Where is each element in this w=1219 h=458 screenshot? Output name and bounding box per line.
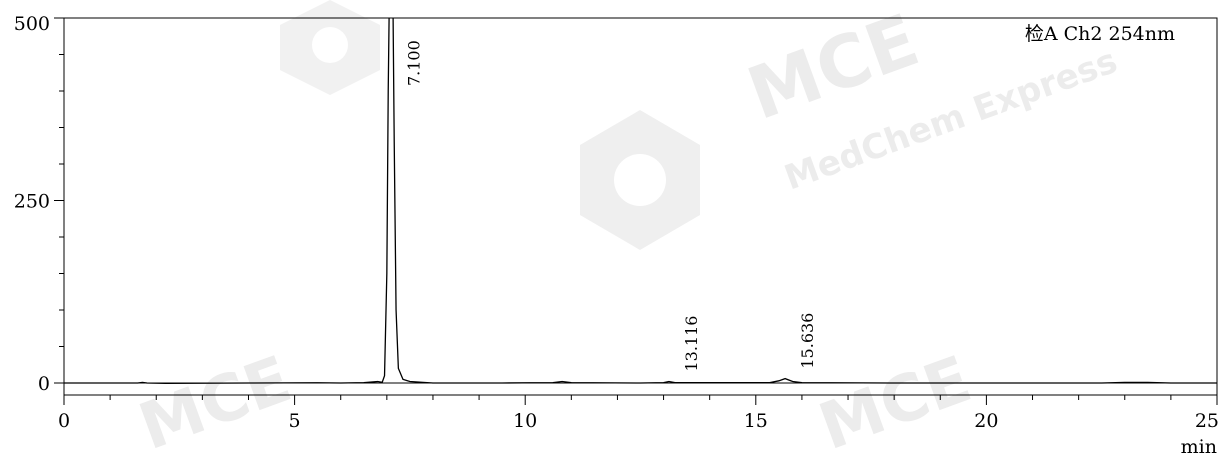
plot-frame [63, 17, 1218, 396]
chromatogram-trace [64, 18, 1217, 385]
y-tick-label: 0 [38, 373, 50, 395]
y-tick-label: 500 [14, 13, 50, 35]
x-tick-label: 0 [58, 410, 70, 432]
y-axis: 0 250 500 [14, 13, 64, 395]
x-tick-label: 5 [289, 410, 301, 432]
svg-text:MCE: MCE [737, 0, 929, 136]
y-tick-label: 250 [14, 191, 50, 213]
peak-label: 15.636 [798, 313, 817, 369]
x-tick-label: 15 [744, 410, 768, 432]
x-tick-label: 20 [974, 410, 998, 432]
svg-text:MCE: MCE [810, 343, 980, 458]
watermark: MCE MedChem Express MCE MCE [130, 0, 1122, 458]
channel-label: 检A Ch2 254nm [1025, 23, 1175, 45]
peak-label: 13.116 [682, 316, 701, 372]
x-tick-label: 10 [513, 410, 537, 432]
x-axis-unit: min [1181, 436, 1217, 458]
plot-area: 0 5 10 15 20 25 0 250 500 7.100 13.116 15.636 检A … [14, 13, 1219, 458]
svg-text:MCE: MCE [130, 343, 300, 458]
peak-label: 7.100 [404, 40, 423, 86]
x-tick-label: 25 [1195, 410, 1219, 432]
x-axis: 0 5 10 15 20 25 [58, 395, 1219, 432]
peak-labels: 7.100 13.116 15.636 [404, 40, 817, 371]
